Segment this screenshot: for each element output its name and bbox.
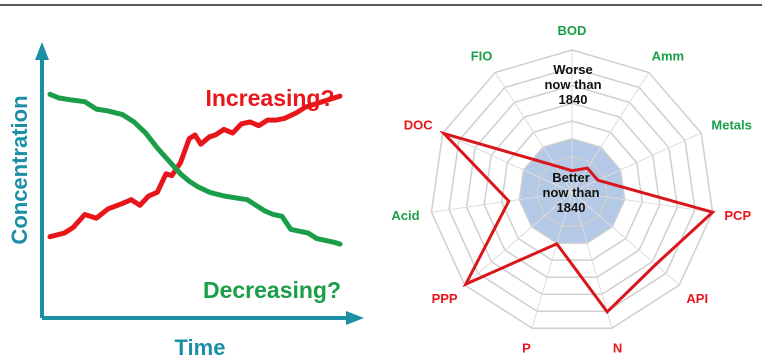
outer-zone-text-line-3: 1840 (559, 92, 588, 107)
radar-axis-label-amm: Amm (652, 49, 685, 64)
radar-spoke-9 (442, 132, 573, 193)
y-axis-label: Concentration (7, 95, 32, 244)
inner-zone-text-line-2: now than (542, 185, 599, 200)
series-label-decreasing: Decreasing? (203, 277, 341, 303)
y-axis-arrowhead (35, 42, 49, 60)
radar-axis-label-pcp: PCP (724, 208, 751, 223)
radar-axis-label-metals: Metals (711, 118, 751, 133)
inner-zone-text-line-1: Better (552, 170, 590, 185)
series-line-0 (47, 93, 343, 240)
radar-spoke-6 (531, 191, 573, 329)
radar-ring-7 (448, 67, 696, 312)
radar-series-group (439, 130, 716, 315)
radar-ring-8 (430, 49, 714, 329)
inner-zone-text-line-3: 1840 (557, 200, 586, 215)
radar-axis-label-acid: Acid (391, 208, 419, 223)
radar-axis-label-bod: BOD (558, 23, 587, 38)
x-axis-arrowhead (346, 311, 364, 325)
radar-spoke-3 (571, 191, 713, 213)
radar-series-0 (439, 130, 716, 315)
line-chart: Time Concentration Increasing? Decreasin… (7, 42, 364, 358)
radar-spoke-5 (571, 191, 613, 329)
radar-spoke-2 (571, 132, 702, 193)
radar-spokes (431, 50, 713, 329)
x-axis-label: Time (175, 335, 226, 358)
series-group (47, 91, 343, 247)
radar-spoke-10 (494, 72, 573, 193)
radar-axis-label-fio: FIO (471, 49, 493, 64)
radar-axis-label-api: API (686, 291, 708, 306)
radar-ring-6 (465, 84, 679, 295)
radar-ring-3 (518, 138, 626, 244)
radar-axis-label-p: P (522, 340, 531, 355)
radar-spoke-7 (464, 191, 573, 286)
radar-ring-2 (536, 155, 608, 227)
radar-ring-1 (553, 173, 591, 210)
series-label-increasing: Increasing? (205, 85, 334, 111)
radar-axis-label-n: N (613, 340, 622, 355)
radar-spoke-8 (431, 191, 573, 213)
radar-axis-label-ppp: PPP (432, 291, 458, 306)
outer-zone-text-line-1: Worse (553, 62, 593, 77)
outer-zone-text-line-2: now than (544, 77, 601, 92)
radar-spoke-1 (571, 72, 650, 193)
radar-ring-4 (500, 120, 644, 261)
series-line-1 (47, 91, 343, 247)
radar-axis-label-doc: DOC (404, 118, 434, 133)
radar-spoke-4 (571, 191, 680, 286)
